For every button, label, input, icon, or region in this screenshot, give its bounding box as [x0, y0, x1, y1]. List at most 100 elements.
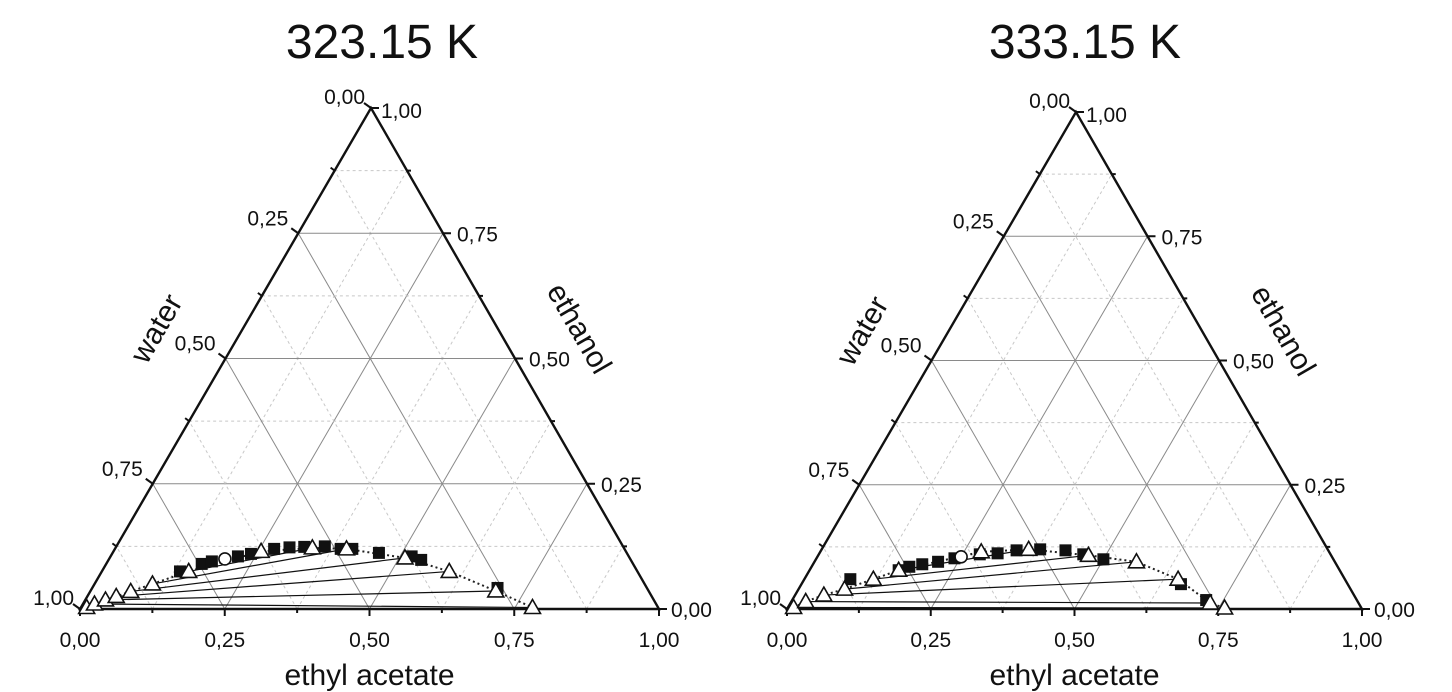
data-point-triangle — [889, 560, 909, 578]
gridline-water — [894, 422, 1004, 610]
bottom-tick-label: 0,50 — [1054, 629, 1095, 652]
left-minor-tick — [184, 417, 190, 422]
tie-line — [116, 570, 450, 598]
left-tick — [996, 230, 1005, 238]
left-tick-label: 1,00 — [740, 587, 781, 610]
data-point-circle — [954, 550, 968, 564]
data-point-square — [1034, 543, 1047, 556]
left-minor-tick — [963, 294, 969, 300]
data-point-triangle — [523, 597, 542, 615]
gridline-water — [188, 420, 298, 610]
ternary-chart-1: 323.15 K 0,00 0,25 0,50 0,75 1,00 0,25 0,50 0,75… — [33, 16, 712, 692]
axis-label-left: water — [830, 291, 896, 372]
axis-label-left: water — [124, 289, 190, 370]
left-tick-label: 0,50 — [175, 333, 216, 356]
data-point-square — [415, 553, 428, 566]
data-point-square — [1010, 544, 1023, 557]
data-point-square — [318, 540, 331, 553]
data-point-triangle — [251, 541, 271, 559]
left-minor-tick — [111, 542, 117, 548]
left-tick-label: 0,75 — [102, 458, 143, 481]
left-tick-label: 0,25 — [953, 210, 994, 233]
apex-tick-label: 0,00 — [324, 86, 365, 109]
data-point-triangle — [814, 585, 834, 602]
data-point-square — [844, 573, 857, 586]
left-tick — [217, 352, 227, 360]
left-tick-label: 0,75 — [808, 459, 849, 482]
data-point-triangle — [439, 561, 459, 579]
data-point-triangle — [1215, 598, 1234, 615]
gridline-water — [152, 483, 226, 610]
bottom-tick-label: 0,25 — [910, 629, 951, 652]
gridline-water — [931, 360, 1075, 610]
gridline-ethyl-acetate — [513, 483, 588, 610]
gridline-ethyl-acetate — [441, 420, 552, 610]
left-tick — [851, 478, 860, 486]
tie-line — [94, 603, 533, 609]
data-point-triangle — [143, 574, 162, 591]
tie-line — [823, 578, 1179, 596]
left-minor-tick — [1035, 170, 1041, 175]
tie-line — [130, 557, 406, 593]
data-point-triangle — [121, 581, 141, 599]
data-point-square — [1097, 553, 1110, 566]
data-point-triangle — [1127, 552, 1146, 569]
data-point-triangle — [179, 561, 199, 579]
right-tick-label: 1,00 — [381, 100, 422, 123]
chart-title: 323.15 K — [286, 16, 478, 69]
gridline-ethyl-acetate — [1217, 484, 1291, 610]
gridline-water — [334, 170, 588, 610]
gridline-water — [858, 484, 932, 610]
left-tick — [923, 354, 933, 362]
left-tick — [290, 227, 299, 235]
apex-tick-label: 0,00 — [1029, 90, 1070, 113]
right-end-tick-label: 0,00 — [671, 599, 712, 622]
bottom-tick-label: 0,75 — [494, 629, 535, 652]
data-point-square — [283, 541, 296, 554]
data-point-triangle — [486, 581, 506, 598]
gridline-water — [225, 358, 370, 610]
bottom-tick-label: 1,00 — [1342, 629, 1383, 652]
data-point-square — [932, 555, 945, 568]
tie-line — [805, 600, 1211, 604]
right-tick-label: 0,75 — [457, 223, 498, 246]
bottom-tick-label: 0,00 — [60, 629, 101, 652]
data-point-triangle — [337, 539, 356, 556]
right-tick-label: 0,50 — [1233, 351, 1274, 374]
gridline-ethyl-acetate — [1289, 546, 1327, 610]
data-point-triangle — [106, 586, 126, 604]
left-tick — [72, 603, 81, 610]
data-point-triangle — [835, 579, 854, 596]
right-tick-label: 0,75 — [1162, 226, 1203, 249]
ternary-chart-2: 333.15 K 0,00 0,25 0,50 0,75 1,00 0,25 0,50 0,75… — [740, 16, 1415, 692]
tie-line — [105, 590, 496, 601]
tie-line — [844, 561, 1137, 590]
data-point-triangle — [863, 569, 883, 586]
left-tick — [145, 477, 154, 485]
data-point-triangle — [1019, 539, 1039, 557]
binodal-curve — [793, 548, 1225, 609]
left-tick — [779, 603, 788, 610]
gridline-ethyl-acetate — [858, 173, 1113, 610]
right-tick-label: 1,00 — [1086, 104, 1127, 127]
axis-label-bottom: ethyl acetate — [284, 659, 454, 692]
tie-line — [873, 554, 1089, 580]
data-point-triangle — [971, 542, 991, 559]
right-tick-label: 0,25 — [601, 474, 642, 497]
bottom-tick-label: 0,25 — [204, 629, 245, 652]
bottom-tick-label: 0,75 — [1198, 629, 1239, 652]
data-point-square — [205, 555, 218, 568]
left-tick-label: 1,00 — [33, 587, 74, 610]
bottom-tick-label: 1,00 — [639, 629, 680, 652]
data-point-square — [1059, 544, 1072, 557]
gridline-ethyl-acetate — [1145, 422, 1256, 610]
left-minor-tick — [890, 418, 896, 424]
gridline-water — [967, 298, 1147, 610]
gridline-ethyl-acetate — [369, 358, 516, 610]
data-point-square — [195, 557, 208, 570]
chart-title: 333.15 K — [989, 16, 1181, 69]
left-tick — [1068, 106, 1077, 113]
left-minor-tick — [330, 166, 336, 172]
data-point-square — [231, 550, 244, 563]
right-tick-label: 0,50 — [529, 349, 570, 372]
